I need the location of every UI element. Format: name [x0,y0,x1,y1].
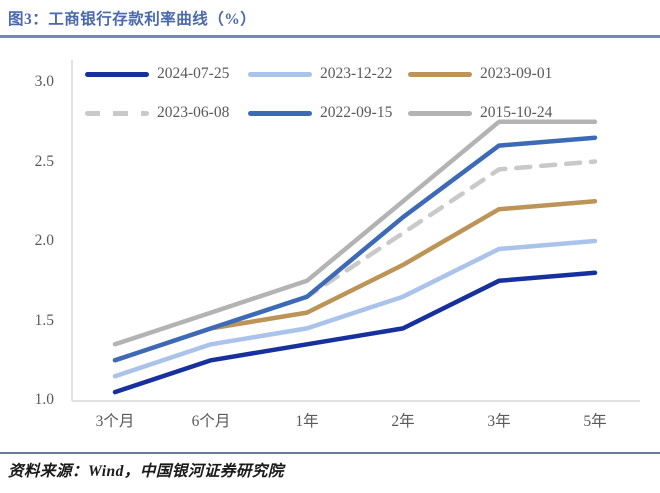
y-tick-3.0: 3.0 [34,73,54,90]
legend-label: 2023-06-08 [157,104,230,121]
legend-item-2024-07-25: 2024-07-25 [85,65,229,83]
legend-swatch-2023-06-08 [85,110,149,116]
legend-swatch-2023-09-01 [408,71,472,77]
y-tick-2.5: 2.5 [34,152,54,170]
y-tick-1.0: 1.0 [34,391,54,408]
legend-swatch-2023-12-22 [248,71,312,77]
legend-item-2015-10-24: 2015-10-24 [408,104,552,122]
y-tick-1.5: 1.5 [34,311,54,329]
legend-swatch-2015-10-24 [408,110,472,116]
line-2023-09-01 [112,199,598,363]
legend-swatch-2024-07-25 [85,71,149,77]
line-2024-07-25 [112,270,598,395]
line-2023-06-08 [112,159,598,363]
legend-item-2023-12-22: 2023-12-22 [248,65,392,83]
x-tick-3年: 3年 [487,413,511,430]
legend-label: 2023-09-01 [480,65,553,82]
legend-item-2022-09-15: 2022-09-15 [248,104,392,122]
x-tick-2年: 2年 [391,413,415,430]
legend-label: 2023-12-22 [320,65,393,82]
legend-item-2023-06-08: 2023-06-08 [85,104,229,122]
line-2023-12-22 [112,238,598,379]
x-tick-6个月: 6个月 [191,413,231,430]
y-tick-2.0: 2.0 [34,232,54,249]
x-tick-1年: 1年 [295,413,319,430]
x-tick-5年: 5年 [583,413,607,430]
source-note: 资料来源：Wind，中国银河证券研究院 [8,463,284,480]
footer-divider-rule [0,452,660,454]
legend-label: 2024-07-25 [157,65,230,82]
series-lines [112,119,598,395]
line-2022-09-15 [112,135,598,363]
legend-item-2023-09-01: 2023-09-01 [408,65,552,83]
legend-label: 2022-09-15 [320,104,393,121]
line-2015-10-24 [112,119,598,347]
legend-label: 2015-10-24 [480,104,553,121]
figure-title: 图3：工商银行存款利率曲线（%） [8,11,257,28]
x-tick-3个月: 3个月 [95,413,135,430]
legend-swatch-2022-09-15 [248,110,312,116]
title-divider-rule [0,35,660,38]
